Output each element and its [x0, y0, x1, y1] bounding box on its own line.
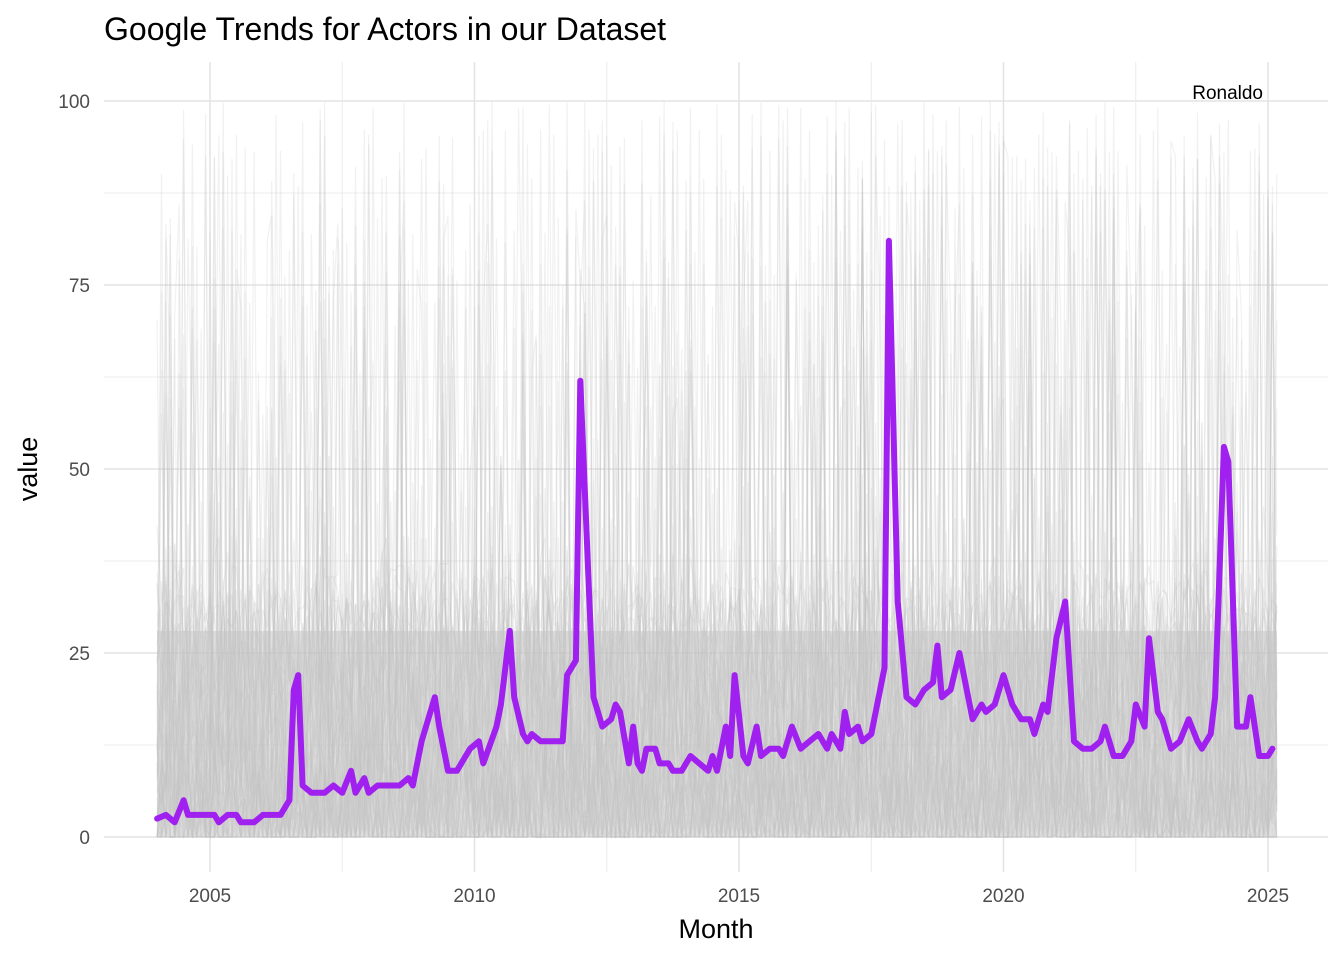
series-annotation: Ronaldo — [1192, 83, 1263, 104]
y-tick-label: 50 — [69, 460, 90, 481]
y-tick-label: 25 — [69, 644, 90, 665]
x-axis-title: Month — [678, 914, 753, 944]
x-tick-label: 2010 — [453, 886, 495, 907]
chart-title: Google Trends for Actors in our Dataset — [104, 11, 666, 47]
highlight-series-line — [154, 237, 1276, 826]
y-tick-label: 0 — [79, 828, 90, 849]
highlight-series-group — [154, 237, 1276, 826]
background-density-band — [157, 630, 1277, 837]
x-tick-label: 2025 — [1247, 886, 1289, 907]
x-tick-label: 2005 — [189, 886, 231, 907]
y-tick-label: 100 — [58, 92, 90, 113]
background-series-line — [156, 134, 1278, 704]
x-tick-label: 2015 — [718, 886, 760, 907]
y-tick-label: 75 — [69, 276, 90, 297]
x-tick-label: 2020 — [982, 886, 1024, 907]
x-tick-labels: 2005 2010 2015 2020 2025 — [189, 886, 1289, 907]
background-series-group — [156, 101, 1278, 840]
y-axis-title: value — [13, 437, 43, 502]
y-tick-labels: 0 25 50 75 100 — [58, 92, 90, 849]
